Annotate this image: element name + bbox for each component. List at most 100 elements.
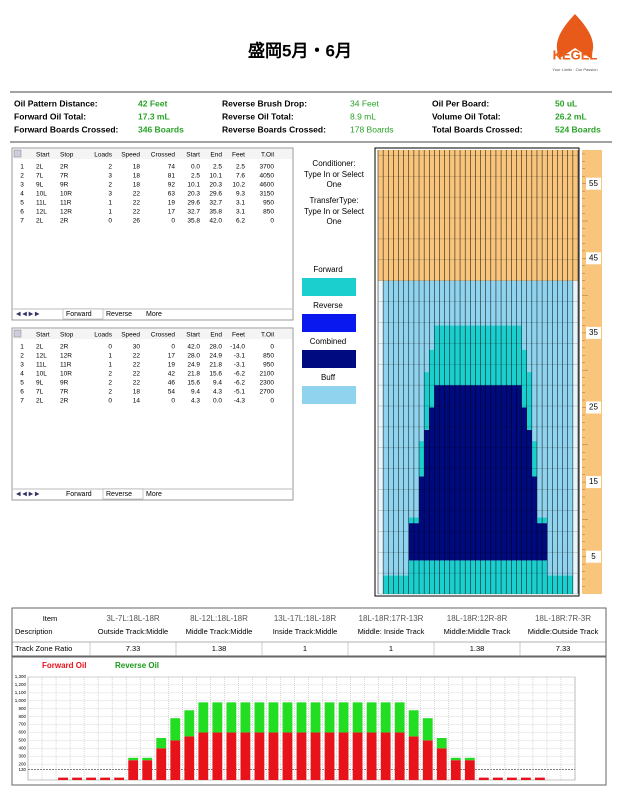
tab[interactable]: More (146, 491, 162, 498)
bar (156, 748, 167, 780)
summary-label: Volume Oil Total: (432, 111, 501, 121)
lane-cell (572, 280, 579, 594)
lane-cell (454, 150, 461, 281)
lane-cell (501, 385, 507, 561)
lane-cell (383, 575, 389, 594)
table-cell: 1 (108, 362, 112, 369)
table-cell: 12R (60, 209, 72, 216)
bar (338, 702, 349, 733)
lane-cell (547, 150, 553, 281)
lane-cell (521, 349, 527, 408)
table-cell: 0 (270, 344, 274, 351)
bar (128, 760, 139, 780)
table-cell: 3 (20, 182, 24, 189)
tab[interactable]: Forward (66, 311, 92, 318)
lane-cell (480, 280, 486, 326)
lane-cell (490, 280, 497, 326)
lane-cell (408, 150, 415, 281)
bar (226, 702, 237, 733)
table-cell: 35.8 (209, 209, 222, 216)
lane-cell (475, 560, 481, 594)
summary-value: 524 Boards (555, 124, 601, 134)
lane-cell (531, 560, 538, 594)
ratio-table (11, 607, 607, 657)
legend-label: Combined (310, 337, 346, 346)
lane-cell (383, 150, 389, 281)
bar (310, 732, 321, 780)
lane-cell (444, 280, 450, 326)
lane-cell (485, 325, 492, 386)
tab[interactable]: Forward (66, 491, 92, 498)
active-tab (62, 308, 104, 320)
table-cell: -14.0 (230, 344, 245, 351)
summary-label: Forward Boards Crossed: (14, 124, 119, 134)
ratio-item: 3L-7L:18L-18R (106, 614, 160, 623)
lane-cell (470, 325, 476, 386)
tab[interactable]: More (146, 311, 162, 318)
column-header: Feet (232, 152, 245, 159)
lane-cell (408, 280, 415, 518)
table-cell: 22 (133, 371, 141, 378)
ratio-description: Outside Track:Middle (98, 627, 168, 636)
table-cell: 46 (168, 380, 176, 387)
y-tick-label: 500 (18, 738, 26, 743)
bar (310, 702, 321, 733)
lane-cell (552, 280, 558, 576)
bar (352, 732, 363, 780)
tab-nav: ◀ ◀ ▶ ▶ (16, 312, 40, 318)
lane-cell (465, 325, 471, 386)
bar (156, 738, 167, 749)
y-tick-label: 400 (18, 745, 26, 750)
table-cell: 0.0 (191, 164, 200, 171)
table-cell: 4600 (260, 182, 275, 189)
lane-cell (444, 560, 450, 594)
table-cell: 4 (20, 371, 24, 378)
bar (86, 777, 97, 780)
table-cell: 19 (168, 362, 176, 369)
lane-cell (495, 560, 502, 594)
ruler (582, 150, 602, 594)
lane-cell (470, 560, 476, 594)
bar (282, 702, 293, 733)
lane-cell (557, 280, 563, 576)
table-cell: 3150 (260, 191, 275, 198)
lane-cell (506, 150, 512, 281)
row-header: Description (15, 627, 53, 636)
lane-cell (413, 523, 420, 561)
bar (240, 732, 251, 780)
tab[interactable]: Reverse (106, 491, 132, 498)
table-cell: 10L (36, 191, 47, 198)
bar (142, 757, 153, 761)
column-header: Loads (94, 332, 112, 339)
summary-value: 50 uL (555, 98, 577, 108)
table-cell: 10L (36, 371, 47, 378)
lane-cell (526, 150, 533, 281)
summary-label: Forward Oil Total: (14, 111, 86, 121)
table-cell: 9L (36, 182, 44, 189)
table-cell: 74 (168, 164, 176, 171)
table-cell: 2 (108, 371, 112, 378)
legend-swatch (302, 278, 356, 296)
table-cell: 9R (60, 182, 69, 189)
table-cell: 0.0 (213, 398, 222, 405)
table-cell: 18 (133, 389, 141, 396)
bar (282, 732, 293, 780)
conditioner-value: Type In or Select One (303, 170, 365, 189)
lane-cell (490, 325, 497, 386)
table-cell: 11R (60, 362, 72, 369)
column-header: Start (36, 152, 50, 159)
table-header-bg (13, 329, 292, 339)
bar (198, 702, 209, 733)
table-cell: 2700 (260, 389, 275, 396)
lane-cell (454, 280, 461, 326)
lane-cell (454, 325, 461, 386)
table-cell: 4.3 (191, 398, 200, 405)
y-tick-label: 1,100 (15, 690, 27, 695)
table-cell: -4.3 (234, 398, 246, 405)
tab[interactable]: Reverse (106, 311, 132, 318)
lane-cell (501, 280, 507, 326)
table-cell: 21.8 (209, 362, 222, 369)
table-cell: 22 (133, 362, 141, 369)
table-cell: 1 (20, 164, 24, 171)
